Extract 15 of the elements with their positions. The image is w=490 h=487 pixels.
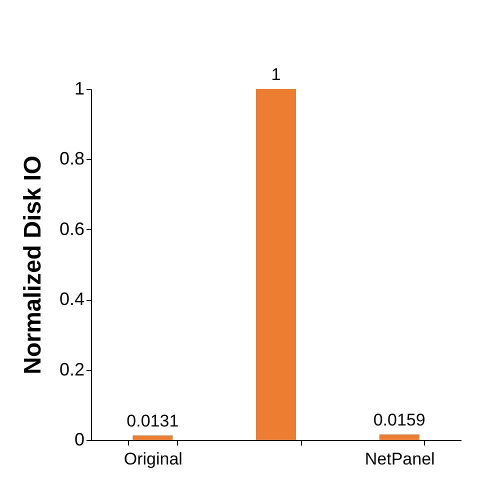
y-tick-label: 0.8 xyxy=(59,148,84,169)
data-label: 0.0131 xyxy=(126,411,179,430)
y-tick-label: 1 xyxy=(74,78,84,98)
y-tick-label: 0.4 xyxy=(59,289,84,310)
bar xyxy=(256,89,296,440)
bar xyxy=(132,435,173,440)
bar xyxy=(379,434,420,440)
x-tick-label: Original xyxy=(124,450,182,468)
data-label: 1 xyxy=(271,65,281,84)
y-tick-label: 0.2 xyxy=(59,359,84,380)
y-tick-label: 0.6 xyxy=(59,218,84,239)
y-tick-label: 0 xyxy=(74,430,84,450)
data-label: 0.0159 xyxy=(373,410,426,430)
x-tick-label: NetPanel xyxy=(364,450,435,468)
y-axis-title: Normalized Disk IO xyxy=(19,156,46,374)
